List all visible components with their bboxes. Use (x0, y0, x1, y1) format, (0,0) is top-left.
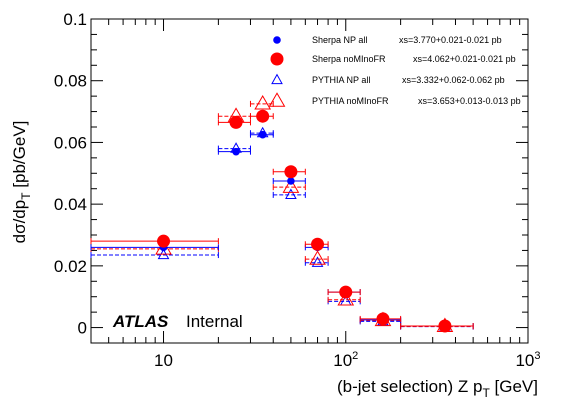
legend: Sherpa NP all xs=3.770+0.021-0.021 pbSher… (268, 35, 521, 107)
atlas-label: ATLAS (112, 312, 169, 331)
y-tick-label: 0.1 (63, 10, 87, 29)
data-point (282, 178, 300, 193)
x-axis-title: (b-jet selection) Z pT [GeV] (337, 377, 538, 400)
x-tick-labels: 10 102 103 (154, 350, 540, 370)
axis-ticks (90, 18, 529, 343)
data-point (254, 95, 272, 110)
series-0 (90, 130, 474, 330)
x-tick-label: 102 (333, 350, 358, 370)
x-tick-label: 103 (515, 350, 540, 370)
legend-xs: xs=3.770+0.021-0.021 pb (399, 35, 502, 45)
y-tick-label: 0.06 (54, 133, 87, 152)
legend-label: PYTHIA noMInoFR (312, 96, 389, 106)
data-point (229, 115, 243, 129)
legend-xs: xs=4.062+0.021-0.021 pb (413, 54, 516, 64)
legend-marker (270, 52, 284, 66)
series-3 (90, 95, 474, 333)
y-tick-label: 0.02 (54, 257, 87, 276)
y-tick-label: 0.08 (54, 72, 87, 91)
data-point (311, 237, 325, 251)
legend-label: Sherpa noMInoFR (312, 54, 386, 64)
data-point (337, 290, 355, 306)
legend-xs: xs=3.653+0.013-0.013 pb (418, 96, 521, 106)
series-1 (90, 109, 474, 333)
legend-marker (273, 36, 281, 44)
y-axis-title: dσ/dpT [pb/GeV] (10, 121, 33, 244)
y-tick-label: 0.04 (54, 195, 87, 214)
legend-marker (268, 92, 286, 107)
y-tick-label: 0 (78, 319, 87, 338)
data-point (285, 188, 297, 199)
data-point (157, 234, 171, 248)
data-series (90, 95, 474, 333)
legend-item-2: PYTHIA NP all xs=3.332+0.062-0.062 pb (271, 73, 505, 85)
legend-item-1: Sherpa noMInoFR xs=4.062+0.021-0.021 pb (270, 52, 516, 66)
internal-label: Internal (186, 312, 243, 331)
data-point (284, 165, 298, 179)
series-2 (90, 126, 474, 331)
x-tick-label: 10 (154, 351, 173, 370)
plot-frame (90, 18, 529, 344)
data-point (232, 147, 240, 156)
data-point (309, 250, 326, 265)
legend-label: Sherpa NP all (312, 35, 367, 45)
data-point (376, 312, 390, 326)
data-point (287, 177, 295, 185)
data-point (258, 130, 267, 139)
data-point (311, 256, 324, 267)
legend-xs: xs=3.332+0.062-0.062 pb (402, 75, 505, 85)
y-tick-labels: 0 0.02 0.04 0.06 0.08 0.1 (54, 10, 87, 338)
legend-item-0: Sherpa NP all xs=3.770+0.021-0.021 pb (273, 35, 502, 45)
legend-item-3: PYTHIA noMInoFR xs=3.653+0.013-0.013 pb (268, 92, 521, 107)
data-point (256, 109, 270, 123)
data-point (438, 319, 452, 333)
legend-marker (271, 73, 283, 85)
data-point (339, 285, 353, 299)
legend-label: PYTHIA NP all (312, 75, 370, 85)
